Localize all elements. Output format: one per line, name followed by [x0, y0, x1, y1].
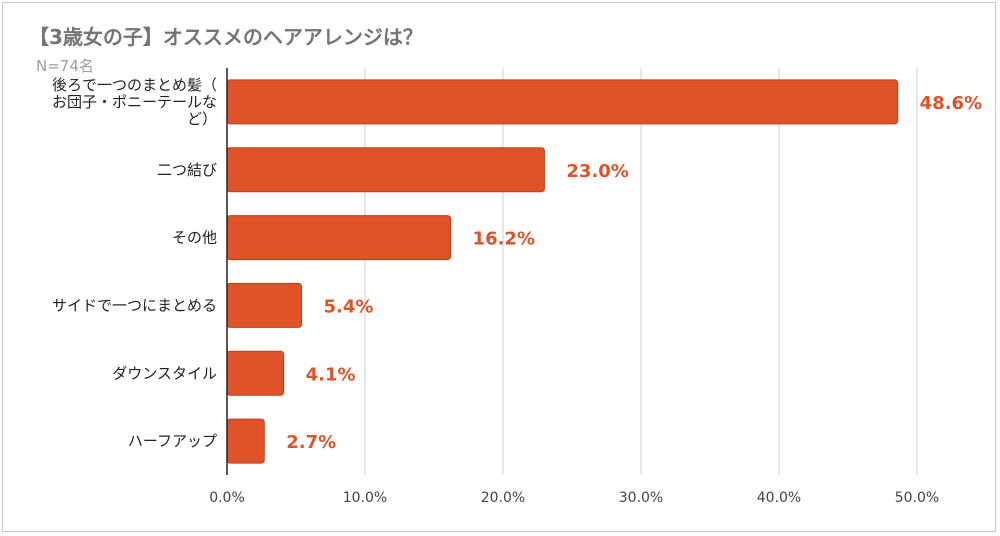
- category-label: その他: [172, 229, 217, 247]
- category-label: サイドで一つにまとめる: [52, 296, 217, 314]
- x-tick-label: 10.0%: [343, 490, 387, 506]
- category-label: ダウンスタイル: [112, 364, 217, 382]
- data-label: 5.4%: [324, 296, 374, 317]
- bars: [226, 79, 899, 464]
- data-label: 23.0%: [566, 161, 628, 182]
- x-tick-label: 0.0%: [209, 490, 245, 506]
- x-tick-label: 50.0%: [895, 490, 939, 506]
- bar: [226, 215, 452, 261]
- data-label: 4.1%: [306, 364, 356, 385]
- bar: [226, 418, 265, 464]
- bar: [226, 79, 899, 125]
- x-tick-label: 20.0%: [481, 490, 525, 506]
- chart-title: 【3歳女の子】オススメのヘアアレンジは？: [29, 25, 423, 49]
- category-label: ど）: [187, 110, 217, 128]
- labels: 0.0% 10.0% 20.0% 30.0% 40.0% 50.0% 48.6% 後ろで一つの…: [52, 76, 982, 506]
- data-label: 48.6%: [920, 93, 982, 114]
- category-label: 二つ結び: [157, 161, 217, 179]
- x-tick-label: 30.0%: [619, 490, 663, 506]
- category-label: ハーフアップ: [128, 432, 217, 450]
- chart-subtitle: N=74名: [36, 57, 94, 75]
- grid-lines: [364, 68, 918, 475]
- bar: [226, 147, 545, 193]
- data-label: 2.7%: [286, 432, 336, 453]
- bar: [226, 350, 285, 396]
- bar: [226, 282, 303, 328]
- category-label: 後ろで一つのまとめ髪（: [52, 76, 217, 94]
- category-label: お団子・ポニーテールな: [52, 93, 217, 111]
- data-label: 16.2%: [473, 229, 535, 250]
- x-tick-label: 40.0%: [757, 490, 801, 506]
